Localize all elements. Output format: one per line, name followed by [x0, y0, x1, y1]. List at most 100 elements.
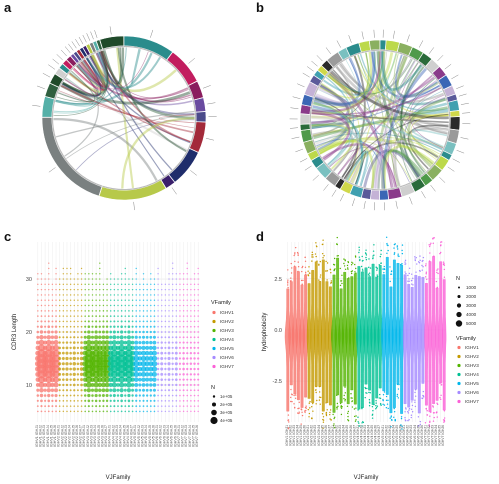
- chord-ribbon: [53, 117, 158, 182]
- data-point: [58, 383, 61, 387]
- data-point: [86, 339, 92, 346]
- data-point: [146, 304, 148, 307]
- data-point: [168, 325, 170, 328]
- data-point: [69, 378, 72, 381]
- segment-label-mark: [78, 36, 84, 45]
- data-point: [88, 283, 90, 286]
- data-point: [190, 294, 192, 296]
- data-point: [164, 325, 167, 328]
- chord-ribbon: [337, 51, 388, 175]
- data-point: [186, 405, 188, 407]
- data-point: [139, 304, 141, 307]
- data-point: [142, 320, 145, 323]
- data-point: [117, 299, 119, 301]
- data-point: [84, 299, 86, 301]
- y-tick-label: 2.5: [274, 277, 282, 283]
- data-point: [61, 357, 65, 360]
- chord-segment: [299, 123, 311, 131]
- x-tick-label: IGHV6 IGHJ1: [402, 425, 406, 446]
- data-point: [52, 354, 60, 363]
- outlier-point: [382, 398, 384, 401]
- data-point: [76, 389, 79, 392]
- data-point: [186, 357, 189, 360]
- data-point: [189, 362, 193, 365]
- data-point: [101, 394, 105, 398]
- outlier-point: [429, 244, 432, 246]
- data-point: [104, 382, 110, 388]
- outlier-point: [344, 400, 346, 402]
- data-point: [113, 288, 116, 291]
- data-point: [55, 283, 57, 286]
- outlier-point: [428, 244, 430, 246]
- data-point: [91, 278, 94, 280]
- outlier-point: [304, 271, 307, 274]
- data-point: [179, 405, 181, 407]
- outlier-point: [322, 421, 325, 423]
- data-point: [189, 367, 193, 371]
- data-point: [138, 335, 142, 339]
- data-point: [164, 394, 167, 397]
- data-point: [51, 405, 54, 408]
- data-point: [133, 377, 139, 382]
- outlier-point: [401, 425, 403, 427]
- chord-track: [419, 172, 427, 178]
- outlier-point: [355, 419, 357, 421]
- chord-ribbon: [57, 70, 96, 103]
- data-point: [55, 294, 57, 296]
- chord-track: [102, 45, 124, 51]
- outlier-point: [311, 417, 313, 419]
- y-axis-label: hydrophobicity: [262, 313, 268, 352]
- data-point: [142, 315, 145, 317]
- outlier-point: [408, 419, 410, 421]
- data-point: [110, 349, 118, 357]
- segment-label-mark: [292, 96, 301, 100]
- data-point: [91, 310, 94, 312]
- data-point: [124, 273, 126, 275]
- data-point: [190, 400, 192, 402]
- outlier-point: [320, 396, 322, 399]
- outlier-point: [319, 276, 322, 278]
- outlier-point: [314, 253, 317, 255]
- chord-track: [350, 52, 362, 58]
- data-point: [38, 339, 45, 346]
- data-point: [135, 278, 137, 280]
- segment-label-mark: [71, 41, 77, 49]
- data-point: [161, 288, 163, 291]
- data-point: [98, 335, 102, 340]
- data-point: [135, 273, 137, 275]
- outlier-point: [304, 256, 306, 258]
- outlier-point: [400, 416, 403, 418]
- data-point: [91, 410, 94, 413]
- data-point: [148, 372, 154, 377]
- outlier-point: [390, 273, 393, 275]
- panel-label-a: a: [4, 0, 12, 15]
- chord-track: [424, 66, 433, 74]
- data-point: [164, 346, 167, 349]
- data-point: [76, 336, 79, 339]
- outlier-point: [329, 413, 331, 416]
- chord-ribbon: [60, 84, 194, 134]
- data-point: [174, 346, 178, 350]
- outlier-point: [355, 415, 357, 417]
- outlier-point: [429, 252, 431, 254]
- data-point: [66, 283, 68, 286]
- data-point: [95, 410, 98, 413]
- x-tick-label: IGHV4 IGHJ6: [374, 425, 378, 446]
- data-point: [37, 344, 45, 352]
- data-point: [69, 357, 72, 360]
- data-point: [138, 346, 142, 350]
- data-point: [131, 325, 134, 328]
- outlier-point: [393, 253, 395, 256]
- data-point: [125, 376, 133, 383]
- chord-ribbon: [315, 87, 350, 107]
- outlier-point: [297, 407, 299, 410]
- chord-track: [319, 155, 325, 163]
- chord-ribbon: [383, 51, 427, 172]
- data-point: [84, 315, 86, 317]
- data-point: [131, 330, 134, 334]
- data-point: [164, 410, 167, 413]
- outlier-point: [383, 391, 386, 393]
- x-tick-label: IGHV1 IGHJ3: [292, 425, 296, 446]
- outlier-point: [288, 421, 290, 423]
- data-point: [77, 405, 79, 407]
